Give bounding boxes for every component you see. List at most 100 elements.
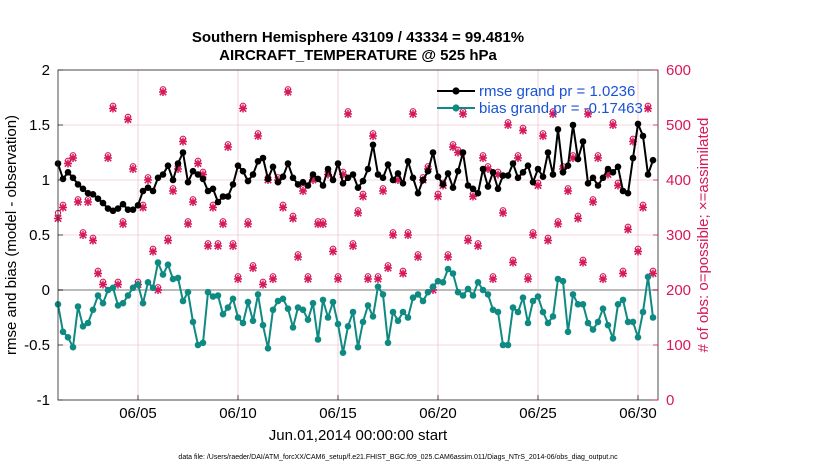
obs-assimilated-marker <box>99 280 107 289</box>
y-left-tick-label: 1.5 <box>29 117 50 134</box>
bias-point <box>354 343 362 351</box>
bias-point <box>209 293 217 300</box>
rmse-point <box>649 156 657 164</box>
rmse-point <box>294 181 302 188</box>
bias-point <box>309 299 317 307</box>
rmse-point <box>229 181 237 188</box>
rmse-point <box>164 162 172 169</box>
rmse-point <box>599 174 607 182</box>
rmse-point <box>339 180 347 187</box>
obs-assimilated-marker <box>189 198 197 206</box>
rmse-point <box>434 173 442 180</box>
bias-point <box>114 302 122 309</box>
obs-assimilated-marker <box>634 247 642 256</box>
obs-assimilated-marker <box>249 264 257 272</box>
bias-point <box>99 299 107 307</box>
rmse-point <box>444 170 452 177</box>
obs-assimilated-marker <box>294 253 302 261</box>
rmse-point <box>244 177 252 185</box>
rmse-point <box>149 187 157 195</box>
obs-assimilated-marker <box>574 214 582 223</box>
bias-point <box>544 319 552 327</box>
bias-point <box>449 270 457 277</box>
bias-point <box>184 288 192 296</box>
rmse-point <box>554 126 562 133</box>
bias-point <box>334 320 342 328</box>
bias-point <box>199 339 207 347</box>
rmse-point <box>184 178 192 186</box>
x-tick-label: 06/25 <box>519 405 557 422</box>
obs-assimilated-marker <box>399 269 407 278</box>
rmse-point <box>109 207 117 215</box>
rmse-point <box>234 162 242 169</box>
obs-assimilated-marker <box>644 104 652 113</box>
obs-assimilated-marker <box>599 275 607 283</box>
rmse-point <box>59 175 67 183</box>
obs-assimilated-marker <box>619 269 627 278</box>
bias-point <box>124 292 132 299</box>
rmse-point <box>329 176 337 184</box>
y-right-tick-label: 500 <box>666 117 691 134</box>
rmse-point <box>644 171 652 178</box>
bias-point <box>109 284 117 292</box>
bias-point <box>154 259 162 266</box>
bias-point <box>649 314 657 321</box>
obs-assimilated-marker <box>649 269 657 278</box>
rmse-point <box>374 171 382 178</box>
rmse-point <box>569 121 577 129</box>
bias-point <box>219 310 227 318</box>
obs-assimilated-marker <box>234 275 242 283</box>
obs-assimilated-marker <box>219 220 227 228</box>
rmse-point <box>219 193 227 200</box>
obs-assimilated-marker <box>239 104 247 113</box>
obs-assimilated-marker <box>74 198 82 206</box>
legend-bias-label: bias grand pr = -0.17463 <box>479 100 643 117</box>
rmse-point <box>264 175 272 183</box>
obs-assimilated-marker <box>479 154 487 162</box>
rmse-point <box>354 184 362 191</box>
obs-assimilated-marker <box>414 253 422 261</box>
data-file-footnote: data file: /Users/raeder/DAI/ATM_forcXX/… <box>178 454 618 461</box>
bias-point <box>129 284 137 292</box>
rmse-point <box>399 180 407 187</box>
rmse-point <box>349 171 357 178</box>
bias-point <box>634 334 642 341</box>
obs-assimilated-marker <box>384 264 392 272</box>
bias-point <box>324 314 332 321</box>
rmse-point <box>579 138 587 145</box>
rmse-point <box>544 149 552 156</box>
obs-assimilated-marker <box>149 247 157 256</box>
y-right-tick-label: 100 <box>666 337 691 354</box>
obs-assimilated-marker <box>89 236 97 245</box>
bias-point <box>144 279 152 286</box>
bias-point <box>104 286 112 294</box>
rmse-point <box>439 181 447 188</box>
rmse-point <box>394 170 402 177</box>
obs-assimilated-marker <box>394 176 402 184</box>
legend-rmse-marker <box>452 87 460 95</box>
rmse-point <box>429 149 437 156</box>
bias-point <box>559 277 567 285</box>
bias-point <box>214 292 222 299</box>
bias-point <box>574 301 582 308</box>
obs-assimilated-marker <box>314 220 322 228</box>
obs-assimilated-marker <box>119 220 127 228</box>
rmse-point <box>224 193 232 200</box>
chart-subtitle: AIRCRAFT_TEMPERATURE @ 525 hPa <box>219 47 497 64</box>
bias-point <box>534 293 542 300</box>
bias-point <box>179 297 187 305</box>
bias-point <box>509 304 517 311</box>
rmse-point <box>274 178 282 186</box>
y-left-tick-label: 1 <box>42 172 50 189</box>
obs-assimilated-marker <box>494 170 502 179</box>
rmse-point <box>239 167 247 175</box>
obs-assimilated-marker <box>349 242 357 250</box>
bias-point <box>389 308 397 316</box>
bias-point <box>639 308 647 316</box>
obs-assimilated-marker <box>309 176 317 184</box>
obs-assimilated-marker <box>474 242 482 250</box>
obs-assimilated-marker <box>604 170 612 179</box>
bias-point <box>329 298 337 306</box>
y-left-tick-label: -0.5 <box>24 337 50 354</box>
bias-point <box>279 295 287 303</box>
